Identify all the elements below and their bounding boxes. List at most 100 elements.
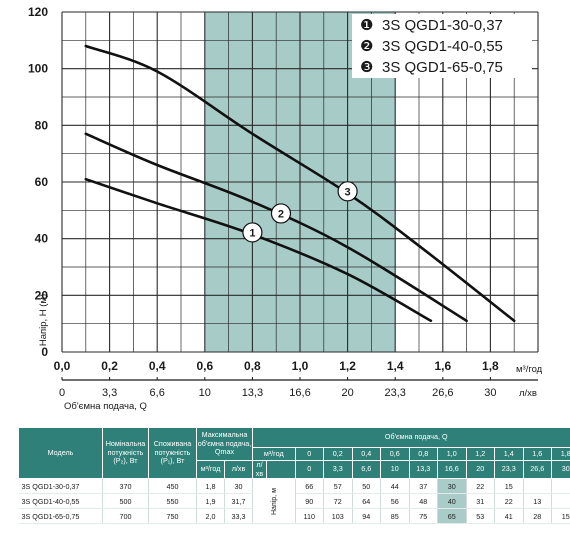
x-tick-label-bottom: 20 xyxy=(341,387,353,399)
head-value-cell: 75 xyxy=(409,508,438,525)
table-row: 3S QGD1-65-0,75 700 750 2,0 33,3 110 103 94 85 75… xyxy=(18,508,570,525)
head-value-cell: 57 xyxy=(323,478,353,495)
head-value-cell: 53 xyxy=(466,508,495,525)
y-tick-label: 0 xyxy=(41,345,48,359)
head-value-cell: 37 xyxy=(409,478,438,495)
head-value-cell: 31 xyxy=(466,493,495,510)
x-tick-label-bottom: 23,3 xyxy=(384,387,405,399)
head-value-cell: 30 xyxy=(437,478,467,495)
table-row: 3S QGD1-30-0,37 370 450 1,8 30 Напір, м 66 57 50… xyxy=(18,478,570,524)
head-value-cell: 85 xyxy=(380,508,410,525)
flow-header-lmin: 6,6 xyxy=(351,459,381,480)
flow-header-m3h: 0,4 xyxy=(351,447,381,461)
flow-header-lmin: 26,6 xyxy=(522,459,552,480)
head-value-cell: 41 xyxy=(494,508,524,525)
x-tick-label-bottom: 6,6 xyxy=(150,387,165,399)
x-tick-label-bottom: 0 xyxy=(59,387,65,399)
model-cell: 3S QGD1-65-0,75 xyxy=(18,508,103,525)
flow-header-m3h: 1,6 xyxy=(522,447,552,461)
legend-entry-2: 3S QGD1-40-0,55 xyxy=(382,38,503,55)
x-tick-label-bottom: 10 xyxy=(199,387,211,399)
flow-header-m3h: 0,8 xyxy=(408,447,438,461)
legend-background xyxy=(352,14,532,78)
table-row: 3S QGD1-40-0,55 500 550 1,9 31,7 90 72 64 56 48 40… xyxy=(18,493,570,510)
model-header: Модель xyxy=(18,426,103,480)
callout-label-3: 3 xyxy=(345,186,351,198)
head-value-cell: 110 xyxy=(295,508,324,525)
flow-header-lmin: 30 xyxy=(551,459,570,480)
flow-header-m3h: 1,2 xyxy=(465,447,495,461)
nominal-power-cell: 500 xyxy=(102,493,149,510)
flow-header-lmin: 16,6 xyxy=(437,459,467,480)
x-tick-label-top: 1,2 xyxy=(339,359,356,373)
max-flow-header: Максимальна об'ємна подача, Qmax xyxy=(196,427,253,461)
flow-header: Об'ємна подача, Q xyxy=(252,427,570,448)
callout-circle-1 xyxy=(242,222,263,243)
head-value-cell: 22 xyxy=(466,478,495,495)
x-tick-label-top: 0,6 xyxy=(196,359,213,373)
flow-units-m3h: м³/год xyxy=(252,447,296,461)
y-tick-label: 40 xyxy=(35,232,49,246)
legend-marker-1: ❶ xyxy=(360,17,373,34)
nominal-power-cell: 700 xyxy=(102,508,149,525)
nominal-power-header: Номінальна потужність (P₂), Вт xyxy=(102,426,149,480)
qmax-m3h-cell: 2,0 xyxy=(196,508,225,525)
consumed-power-cell: 450 xyxy=(148,478,197,495)
x-tick-label-bottom: 16,6 xyxy=(289,387,310,399)
x-tick-label-top: 1,4 xyxy=(387,359,404,373)
head-value-cell xyxy=(551,478,570,495)
qmax-lmin-cell: 31,7 xyxy=(224,493,253,510)
x-tick-label-bottom: 3,3 xyxy=(102,387,117,399)
x-tick-label-top: 0,8 xyxy=(244,359,261,373)
head-value-cell: 64 xyxy=(352,493,381,510)
consumed-power-header: Споживана потужність (P₁), Вт xyxy=(148,426,197,480)
legend: ❶ 3S QGD1-30-0,37 ❷ 3S QGD1-40-0,55 ❸ 3S QGD1… xyxy=(352,14,532,78)
head-value-cell: 65 xyxy=(437,508,467,525)
x-tick-label-top: 0,4 xyxy=(149,359,166,373)
head-value-cell: 72 xyxy=(323,493,353,510)
y-tick-labels: 0 20 40 60 80 100 120 xyxy=(28,5,48,359)
flow-header-m3h: 0 xyxy=(294,447,324,461)
y-axis-label: Напір, Н (м) xyxy=(38,294,49,346)
grid xyxy=(61,11,539,381)
consumed-power-cell: 750 xyxy=(148,508,197,525)
model-cell: 3S QGD1-40-0,55 xyxy=(18,493,103,510)
head-value-cell: 15 xyxy=(494,478,524,495)
head-value-cell: 22 xyxy=(494,493,524,510)
x-tick-label-bottom: 13,3 xyxy=(242,387,263,399)
head-value-cell: 90 xyxy=(295,493,324,510)
flow-header-m3h: 1,4 xyxy=(494,447,524,461)
flow-header-lmin: 23,3 xyxy=(494,459,524,480)
curve-callouts: 1 2 3 xyxy=(242,181,358,243)
model-cell: 3S QGD1-30-0,37 xyxy=(18,478,103,495)
curve-3 xyxy=(84,44,516,323)
flow-header-lmin: 10 xyxy=(380,459,410,480)
flow-header-m3h: 1,0 xyxy=(437,447,467,461)
callout-label-1: 1 xyxy=(249,227,255,239)
head-value-cell: 94 xyxy=(352,508,381,525)
head-value-cell xyxy=(523,478,552,495)
x-tick-labels-top: 0,0 0,2 0,4 0,6 0,8 1,0 1,2 1,4 1,6 1,8 xyxy=(54,359,499,373)
x-tick-labels-bottom: 0 3,3 6,6 10 13,3 16,6 20 23,3 26,6 30 xyxy=(59,387,497,399)
y-tick-label: 20 xyxy=(35,288,49,302)
consumed-power-cell: 550 xyxy=(148,493,197,510)
legend-marker-2: ❷ xyxy=(360,38,373,55)
max-flow-units-lmin: л/хв xyxy=(224,459,253,480)
flow-units-spacer xyxy=(266,459,296,480)
flow-header-lmin: 3,3 xyxy=(323,459,353,480)
head-value-cell: 48 xyxy=(409,493,438,510)
x-tick-label-top: 1,0 xyxy=(292,359,309,373)
flow-units-lmin: л/хв xyxy=(252,459,267,480)
qmax-m3h-cell: 1,9 xyxy=(196,493,225,510)
x-units-bottom: л/хв xyxy=(519,388,537,399)
legend-entry-1: 3S QGD1-30-0,37 xyxy=(382,17,503,34)
qmax-m3h-cell: 1,8 xyxy=(196,478,225,495)
flow-header-m3h: 1,8 xyxy=(551,447,570,461)
callout-circle-3 xyxy=(337,181,358,202)
x-tick-label-top: 0,0 xyxy=(54,359,71,373)
spec-table: Модель Номінальна потужність (P₂), Вт Спож… xyxy=(18,426,570,525)
x-tick-label-top: 0,2 xyxy=(101,359,118,373)
y-tick-label: 120 xyxy=(28,5,48,19)
curve-2 xyxy=(84,132,468,323)
